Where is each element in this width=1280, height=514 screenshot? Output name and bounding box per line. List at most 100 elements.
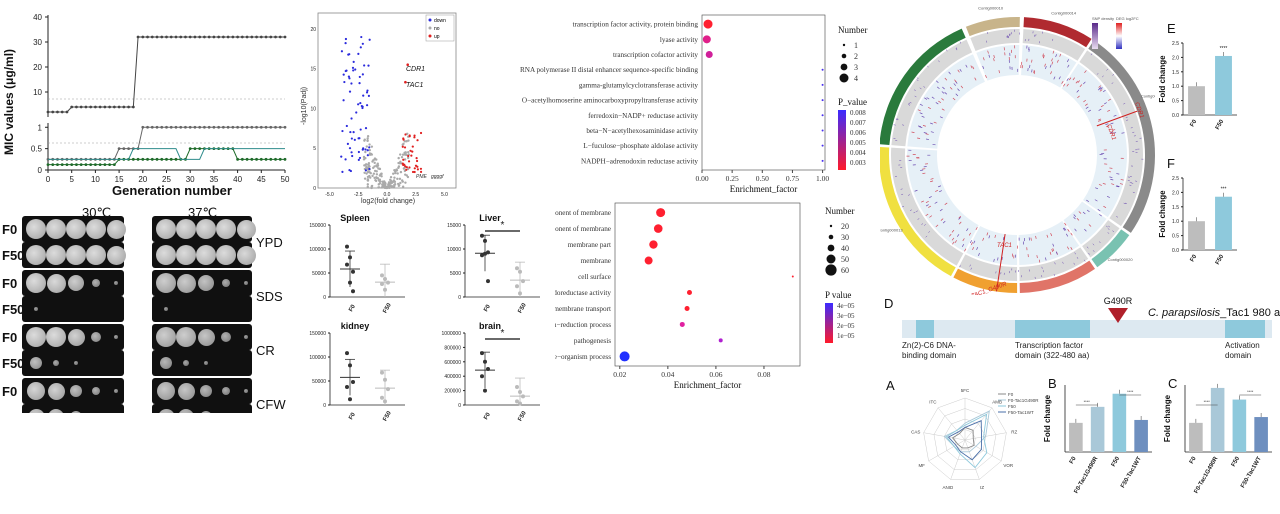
organ-point: [518, 401, 522, 406]
go-term-label: beta−N−acetylhexosaminidase activity: [586, 127, 698, 135]
volcano-point-tac1: [404, 80, 407, 84]
circos-feature-tick: [982, 237, 985, 241]
mic-point: [283, 157, 287, 161]
organ-point: [348, 363, 352, 368]
circos-feature-tick: [941, 91, 945, 94]
circos-snp-tick: [919, 87, 922, 90]
bar-category-label: F50-Tac1WT: [1240, 456, 1263, 490]
volcano-point-no: [369, 176, 372, 179]
volcano-point-no: [363, 177, 367, 180]
circos-snp-tick: [938, 60, 940, 63]
go-term-dot: [705, 51, 713, 59]
go-term-label: RNA polymerase II distal enhancer sequen…: [520, 66, 698, 74]
volcano-point-no: [390, 185, 393, 188]
organ-y-tick-label: 15000: [447, 223, 461, 229]
bar-sig: ****: [1247, 389, 1254, 394]
volcano-point-no: [365, 145, 368, 148]
organ-point: [515, 266, 519, 271]
circos-track-outer: [958, 254, 1018, 281]
panel-letter: C: [1168, 376, 1177, 391]
circos-feature-tick: [956, 234, 960, 237]
organ-point: [345, 262, 349, 267]
mic-point: [79, 163, 83, 167]
circos-snp-tick: [908, 102, 911, 105]
mic-point: [65, 110, 69, 114]
bar-category-label: F0: [1190, 118, 1199, 128]
bar-category-label: F50: [1215, 118, 1226, 131]
circos-feature-tick: [1065, 233, 1069, 237]
circos-legend-title: DEG log2FC: [1116, 16, 1139, 21]
organ-point: [518, 291, 522, 296]
volcano-point-down: [341, 170, 344, 173]
go-size-legend-dot: [841, 53, 847, 59]
go-color-legend-label: 0.005: [850, 139, 866, 147]
circos-feature-tick: [1098, 85, 1102, 88]
volcano-point-down: [352, 69, 355, 72]
organ-y-tick-label: 1000000: [442, 331, 462, 337]
go-term-label: transcription cofactor activity: [613, 51, 698, 59]
volcano-point-down: [364, 169, 368, 172]
radar-panel: A 5FC AMB RZ VOR IZ ANID MF CAS ITC F0 F0-Tac1G490R…: [880, 370, 1040, 510]
volcano-point-up: [410, 154, 413, 157]
volcano-point-no: [369, 172, 372, 175]
organ-group-label: F0: [483, 411, 492, 421]
volcano-point-down: [358, 156, 362, 160]
organ-y-tick-label: 0: [323, 295, 326, 301]
circos-feature-tick: [1111, 183, 1115, 185]
organ-group-label: F50: [382, 302, 393, 315]
bar-category-label: F0: [1189, 455, 1198, 465]
volcano-point-down: [365, 91, 369, 94]
mic-point: [122, 147, 126, 151]
circos-feature-tick: [960, 85, 964, 89]
volcano-point-no: [397, 156, 400, 160]
label-cdr1: CDR1: [406, 66, 425, 73]
circos-feature-tick: [919, 112, 923, 115]
go-color-legend-label: 0.008: [850, 109, 866, 117]
activation-domain: [1225, 320, 1265, 338]
circos-track-outer: [1082, 220, 1120, 258]
circos-snp-tick: [1107, 228, 1110, 230]
circos-feature-tick: [930, 178, 934, 180]
domain-title: C. parapsilosis_Tac1 980 aa: [1148, 307, 1280, 319]
volcano-x-tick: 5.0: [441, 192, 448, 198]
mic-point: [103, 105, 107, 109]
circos-feature-tick: [1086, 209, 1090, 213]
go-size-legend-dot: [826, 254, 836, 264]
go-size-legend-label: 50: [841, 255, 849, 264]
go-color-legend-label: 0.004: [850, 149, 866, 157]
circos-feature-tick: [1100, 87, 1103, 90]
circos-snp-tick: [1101, 75, 1104, 78]
colony-spot: [244, 335, 248, 339]
spot-plate-row: [22, 378, 124, 404]
circos-contig-arc: [880, 146, 956, 277]
circos-feature-tick: [1115, 185, 1119, 188]
circos-contig-label: Contig000013: [880, 227, 903, 232]
circos-feature-tick: [1070, 247, 1073, 250]
colony-spot: [236, 245, 256, 265]
colony-spot: [176, 273, 196, 293]
volcano-point-no: [377, 183, 380, 186]
volcano-point-up: [413, 136, 416, 139]
volcano-point-up: [403, 163, 406, 166]
volcano-point-no: [401, 185, 405, 188]
go-term-label: single−organism process: [555, 353, 611, 361]
volcano-point-up: [416, 168, 419, 171]
volcano-point-down: [354, 68, 357, 71]
mic-top-tick-label: 30: [33, 38, 42, 47]
colony-spot: [183, 360, 189, 366]
volcano-point-no: [389, 181, 392, 184]
mic-point: [98, 163, 102, 167]
organ-point: [483, 359, 487, 364]
mic-x-tick-label: 5: [69, 175, 74, 184]
circos-feature-tick: [1103, 205, 1107, 209]
volcano-point-no: [407, 151, 410, 154]
radar-legend-label: F50-Tac1WT: [1008, 410, 1034, 415]
circos-feature-tick: [1098, 118, 1102, 121]
circos-feature-tick: [930, 122, 934, 125]
circos-feature-tick: [1098, 108, 1102, 111]
colony-spot: [26, 327, 46, 347]
circos-feature-tick: [919, 103, 923, 106]
circos-feature-tick: [1085, 106, 1089, 109]
mic-point: [207, 35, 211, 39]
spot-row-label: F0: [2, 222, 18, 237]
